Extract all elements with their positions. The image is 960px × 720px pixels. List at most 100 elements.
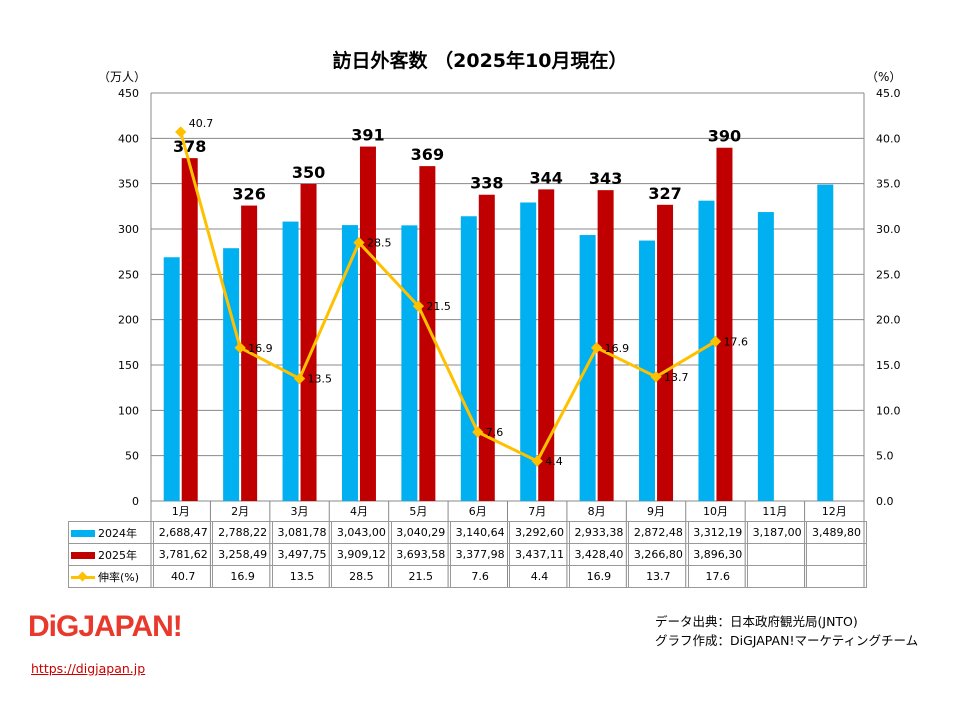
table-cell: [806, 543, 867, 566]
x-tick-label: 1月: [172, 505, 190, 518]
y-right-tick-label: 10.0: [876, 404, 901, 417]
table-cell: 3,266,80: [628, 543, 689, 566]
site-link[interactable]: https://digjapan.jp: [31, 661, 146, 676]
bar-2025: [538, 189, 555, 501]
table-cell: 2,872,48: [628, 521, 689, 544]
x-tick-label: 12月: [822, 505, 847, 518]
y-right-tick-label: 35.0: [876, 178, 901, 191]
table-cell: 3,312,19: [687, 521, 748, 544]
data-table: 2024年 2,688,47 2,788,22 3,081,78 3,043,00 3,0…: [68, 521, 867, 588]
bar-2025-label: 344: [530, 168, 563, 187]
y-right-tick-label: 20.0: [876, 314, 901, 327]
source-note: データ出典：日本政府観光局(JNTO) グラフ作成：DiGJAPAN!マーケティ…: [655, 612, 918, 650]
table-cell: 3,043,00: [331, 521, 392, 544]
y-left-tick-label: 400: [118, 132, 139, 145]
chart-title: 訪日外客数 （2025年10月現在）: [332, 50, 628, 72]
bar-2025-label: 326: [232, 185, 265, 204]
legend-swatch: [71, 552, 95, 559]
row-label: 2024年: [68, 521, 154, 544]
y-left-tick-label: 350: [118, 178, 139, 191]
table-cell: 2,688,47: [152, 521, 214, 544]
bar-2025: [419, 166, 436, 501]
growth-point: [234, 342, 246, 354]
growth-line: [179, 131, 717, 464]
bar-2025: [359, 146, 376, 501]
legend-swatch: [71, 571, 95, 582]
growth-point: [412, 300, 425, 312]
growth-label: 16.9: [248, 342, 273, 355]
x-tick-label: 8月: [588, 505, 606, 518]
bar-2025-label: 378: [173, 137, 206, 156]
bar-2024: [163, 257, 180, 501]
y-left-tick-label: 250: [118, 268, 139, 281]
x-tick-label: 3月: [291, 505, 309, 518]
table-row: 伸率(%) 40.7 16.9 13.5 28.5 21.5 7.6 4.4 16.9 13.7 1…: [68, 565, 867, 588]
table-cell: 16.9: [568, 565, 630, 588]
bar-2024: [401, 225, 418, 501]
table-cell: 3,040,29: [390, 521, 451, 544]
bar-2024: [817, 184, 834, 501]
y-right-tick-label: 45.0: [876, 87, 901, 100]
legend-swatch: [71, 530, 95, 537]
table-row: 2025年 3,781,62 3,258,49 3,497,75 3,909,12 3,6…: [68, 543, 867, 566]
growth-label: 21.5: [426, 300, 451, 313]
table-cell: 3,428,40: [568, 543, 630, 566]
y-right-tick-label: 25.0: [876, 268, 901, 281]
growth-point: [709, 335, 722, 348]
table-cell: [746, 543, 808, 566]
growth-label: 7.6: [486, 426, 504, 439]
table-cell: 28.5: [331, 565, 392, 588]
bar-2024: [223, 248, 240, 501]
row-label: 2025年: [68, 543, 154, 566]
y-left-tick-label: 0: [132, 495, 139, 508]
table-cell: [746, 565, 808, 588]
y-right-tick-label: 5.0: [876, 450, 894, 463]
table-cell: 2,788,22: [212, 521, 273, 544]
table-cell: 3,081,78: [271, 521, 333, 544]
table-cell: 3,896,30: [687, 543, 748, 566]
table-cell: 16.9: [212, 565, 273, 588]
table-cell: 3,437,11: [509, 543, 570, 566]
table-cell: 3,781,62: [152, 543, 214, 566]
bar-2025: [300, 183, 317, 501]
bar-2024: [282, 221, 299, 502]
y-right-tick-label: 15.0: [876, 359, 901, 372]
growth-point: [472, 426, 484, 438]
bar-2025-label: 391: [351, 126, 384, 145]
digjapan-logo: DiGJAPAN!: [28, 610, 183, 643]
chart-credit: グラフ作成：DiGJAPAN!マーケティングチーム: [655, 633, 919, 648]
table-cell: 21.5: [390, 565, 451, 588]
table-cell: 13.5: [271, 565, 333, 588]
bar-2024: [341, 225, 358, 502]
table-cell: 3,140,64: [449, 521, 511, 544]
bar-2025-label: 338: [470, 174, 503, 193]
growth-point: [175, 126, 187, 138]
table-cell: 3,693,58: [390, 543, 451, 566]
growth-label: 13.7: [664, 371, 689, 384]
y-right-tick-label: 0.0: [876, 495, 894, 508]
bar-2025-label: 327: [648, 184, 681, 203]
x-tick-label: 7月: [528, 505, 546, 518]
bar-2024: [698, 200, 715, 502]
table-cell: 3,497,75: [271, 543, 333, 566]
table-cell: 17.6: [687, 565, 748, 588]
table-cell: 3,377,98: [449, 543, 511, 566]
bar-2024: [757, 212, 774, 501]
table-cell: 40.7: [152, 565, 214, 588]
left-axis-unit: （万人）: [98, 70, 147, 84]
bar-2024: [520, 202, 537, 501]
y-left-tick-label: 200: [118, 314, 139, 327]
table-cell: 2,933,38: [568, 521, 630, 544]
x-tick-label: 2月: [231, 505, 249, 518]
growth-label: 40.7: [189, 117, 214, 130]
growth-label: 13.5: [308, 373, 333, 386]
x-tick-label: 9月: [647, 505, 665, 518]
data-source: データ出典：日本政府観光局(JNTO): [655, 614, 858, 629]
growth-label: 17.6: [723, 335, 748, 348]
table-cell: [806, 565, 867, 588]
bar-2025: [716, 147, 733, 501]
bar-2025-label: 390: [708, 127, 741, 146]
y-left-tick-label: 450: [118, 87, 139, 100]
